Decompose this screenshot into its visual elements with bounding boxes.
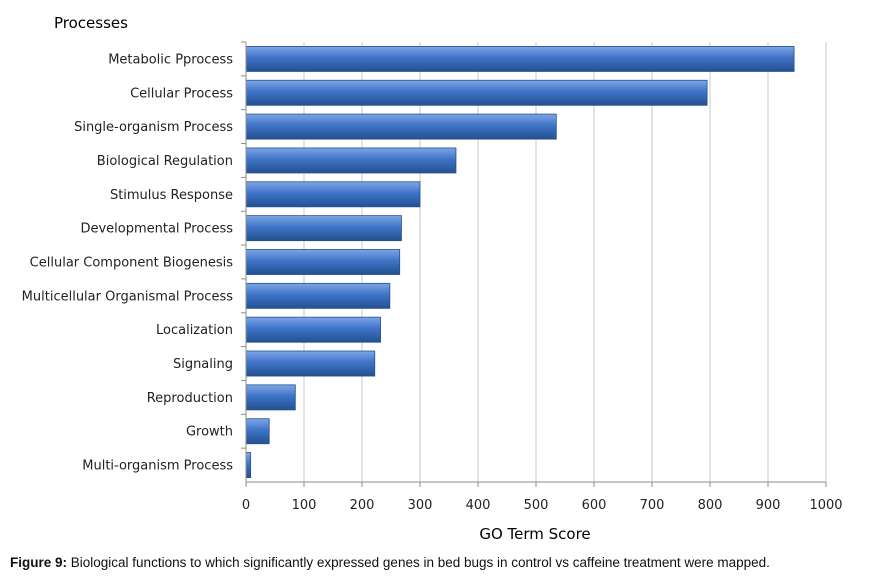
caption-label: Figure 9: (10, 555, 68, 570)
x-tick-label: 900 (756, 498, 781, 513)
category-label: Stimulus Response (110, 188, 233, 203)
x-tick-label: 400 (466, 498, 491, 513)
bar (245, 418, 270, 445)
category-label: Multicellular Organismal Process (22, 289, 234, 304)
bar (245, 316, 381, 343)
x-axis-title: GO Term Score (479, 525, 590, 543)
bar (245, 46, 795, 72)
bar (245, 282, 391, 309)
category-label: Localization (156, 323, 233, 338)
bar (245, 147, 457, 174)
x-tick-label: 800 (698, 498, 723, 513)
category-label: Growth (186, 425, 233, 440)
category-label: Cellular Process (130, 86, 233, 101)
x-tick-label: 0 (242, 498, 250, 513)
category-label: Multi-organism Process (82, 459, 233, 474)
x-tick-label: 1000 (809, 498, 842, 513)
category-labels: Metabolic Pprocess Cellular Process Single… (22, 41, 246, 474)
bar (245, 215, 402, 242)
category-label: Reproduction (147, 391, 233, 406)
category-label: Signaling (173, 357, 233, 372)
figure-caption: Figure 9: Biological functions to which … (10, 555, 870, 570)
category-label: Single-organism Process (74, 120, 233, 135)
category-label: Biological Regulation (97, 154, 233, 169)
x-axis-ticks: 0 100 200 300 400 500 600 700 800 900 1000 (242, 482, 843, 513)
bar (245, 384, 296, 411)
category-label: Metabolic Pprocess (108, 52, 233, 67)
x-tick-label: 600 (582, 498, 607, 513)
bar (245, 452, 252, 478)
caption-text: Biological functions to which significan… (67, 555, 770, 570)
category-label: Developmental Process (80, 222, 233, 237)
category-label: Cellular Component Biogenesis (30, 256, 234, 271)
x-tick-label: 700 (640, 498, 665, 513)
x-tick-label: 100 (292, 498, 317, 513)
x-tick-label: 500 (524, 498, 549, 513)
x-tick-label: 200 (350, 498, 375, 513)
bar (245, 350, 376, 377)
bar (245, 113, 557, 140)
bar (245, 79, 708, 106)
bar-chart: Processes Metabolic Pprocess Cellular Pro… (22, 14, 843, 543)
x-tick-label: 300 (408, 498, 433, 513)
bar (245, 181, 421, 208)
bar (245, 249, 401, 275)
chart-title: Processes (54, 14, 128, 32)
bars (245, 46, 795, 478)
